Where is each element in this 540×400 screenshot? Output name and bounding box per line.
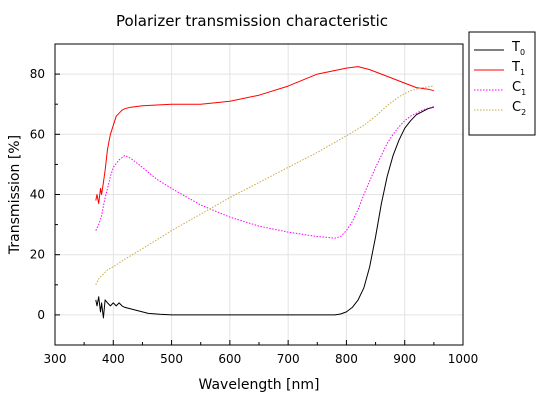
series-line-t1 — [95, 66, 435, 204]
y-tick-label: 40 — [30, 188, 45, 202]
legend-subscript: 0 — [520, 48, 525, 57]
y-tick-label: 60 — [30, 127, 45, 141]
x-tick-label: 800 — [335, 352, 358, 366]
y-tick-label: 20 — [30, 248, 45, 262]
x-tick-label: 600 — [218, 352, 241, 366]
y-axis-title: Transmission [%] — [7, 135, 23, 255]
legend-subscript: 1 — [521, 88, 526, 97]
y-tick-label: 0 — [37, 308, 45, 322]
series-line-c1 — [95, 106, 435, 239]
legend-box — [468, 31, 536, 136]
series-line-t0 — [95, 106, 435, 319]
x-tick-label: 700 — [277, 352, 300, 366]
legend-subscript: 1 — [520, 68, 525, 77]
chart-title: Polarizer transmission characteristic — [116, 12, 388, 30]
x-axis-title: Wavelength [nm] — [199, 377, 320, 393]
legend-subscript: 2 — [521, 108, 526, 117]
x-tick-label: 400 — [102, 352, 125, 366]
x-tick-label: 300 — [44, 352, 67, 366]
y-tick-label: 80 — [30, 67, 45, 81]
grid-lines — [55, 44, 463, 345]
series-layer — [95, 66, 435, 319]
x-tick-label: 900 — [393, 352, 416, 366]
axis-ticks: 300 400 500 600 700 800 900 1000 0 20 40 60 80 — [30, 43, 479, 366]
x-tick-label: 500 — [160, 352, 183, 366]
x-tick-label: 1000 — [448, 352, 479, 366]
series-line-c2 — [95, 85, 434, 286]
